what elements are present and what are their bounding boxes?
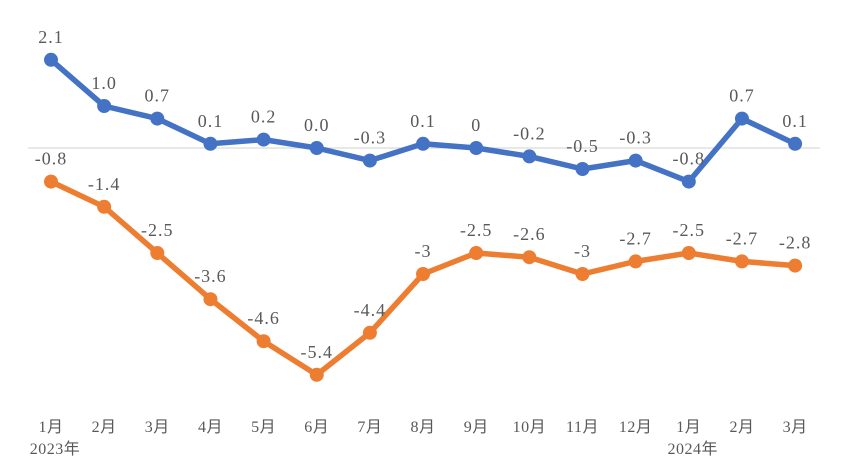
x-axis-label: 4月 xyxy=(198,419,223,436)
blue-series-point xyxy=(416,136,431,151)
blue-series-data-label: -0.3 xyxy=(354,128,387,148)
blue-series-data-label: 2.1 xyxy=(38,27,64,47)
blue-series-data-label: 0.2 xyxy=(251,107,277,127)
blue-series-point xyxy=(362,153,377,168)
blue-series-data-label: 0.7 xyxy=(729,86,755,106)
blue-series-data-label: -0.8 xyxy=(673,149,706,169)
blue-series-point xyxy=(203,136,218,151)
orange-series-point xyxy=(469,246,484,260)
orange-series-point xyxy=(150,246,165,260)
orange-series-point xyxy=(681,246,696,260)
blue-series-data-label: -0.5 xyxy=(566,136,599,156)
orange-series-point xyxy=(362,325,377,340)
blue-series-data-label: 0.1 xyxy=(198,111,224,131)
x-axis-year-label: 2023年 xyxy=(30,440,81,458)
orange-series-data-label: -0.8 xyxy=(35,149,68,169)
x-axis-label: 3月 xyxy=(783,419,808,436)
orange-series-data-label: -1.4 xyxy=(88,174,121,194)
orange-series-point xyxy=(44,174,58,189)
blue-series-point xyxy=(97,99,112,113)
x-axis-label: 11月 xyxy=(566,419,599,436)
orange-series-data-label: -2.7 xyxy=(726,228,759,248)
orange-series-data-label: -4.4 xyxy=(354,300,387,320)
blue-series-point xyxy=(150,111,165,126)
orange-series-point xyxy=(256,334,271,349)
x-axis-label: 5月 xyxy=(251,419,276,436)
orange-series-point xyxy=(734,254,749,269)
blue-series-data-label: 0.1 xyxy=(782,111,808,131)
x-axis-label: 9月 xyxy=(464,419,489,436)
orange-series-point xyxy=(575,267,590,281)
orange-series-data-label: -2.6 xyxy=(513,224,546,244)
blue-series-point xyxy=(522,149,537,164)
blue-series-point xyxy=(788,136,803,151)
blue-series-data-label: 0.0 xyxy=(304,115,330,135)
blue-series-data-label: 1.0 xyxy=(91,73,117,93)
x-axis-year-label: 2024年 xyxy=(668,440,719,458)
orange-series-data-label: -2.5 xyxy=(141,220,174,240)
x-axis-label: 6月 xyxy=(304,419,329,436)
x-axis-label: 1月 xyxy=(676,419,701,436)
blue-series-data-label: -0.3 xyxy=(619,128,652,148)
orange-series-point xyxy=(416,267,431,281)
x-axis-label: 1月 xyxy=(38,419,63,436)
x-axis-label: 2月 xyxy=(729,419,754,436)
blue-series-point xyxy=(628,153,643,168)
blue-series-point xyxy=(309,141,324,155)
orange-series-data-label: -4.6 xyxy=(247,308,280,328)
blue-series-data-label: -0.2 xyxy=(513,123,546,143)
x-axis-label: 12月 xyxy=(619,419,653,436)
orange-series-data-label: -2.5 xyxy=(460,220,493,240)
blue-series-data-label: 0.7 xyxy=(145,86,171,106)
orange-series-point xyxy=(97,199,112,214)
blue-series-point xyxy=(256,132,271,147)
blue-series-point xyxy=(681,174,696,189)
orange-series-point xyxy=(203,292,218,307)
orange-series-data-label: -2.8 xyxy=(779,233,812,253)
blue-series-point xyxy=(44,52,58,67)
blue-series-point xyxy=(575,162,590,176)
x-axis-label: 2月 xyxy=(92,419,117,436)
blue-series-data-label: 0.1 xyxy=(410,111,436,131)
orange-series-data-label: -5.4 xyxy=(301,342,334,362)
orange-series-data-label: -2.7 xyxy=(619,228,652,248)
blue-series-point xyxy=(734,111,749,126)
orange-series-data-label: -3.6 xyxy=(194,266,227,286)
orange-series-data-label: -2.5 xyxy=(673,220,706,240)
x-axis-label: 3月 xyxy=(145,419,170,436)
orange-series-point xyxy=(522,250,537,265)
x-axis-label: 8月 xyxy=(411,419,436,436)
blue-series-point xyxy=(469,141,484,155)
orange-series-data-label: -3 xyxy=(574,241,591,261)
orange-series-point xyxy=(309,367,324,382)
orange-series-data-label: -3 xyxy=(415,241,432,261)
orange-series-point xyxy=(788,258,803,273)
x-axis-label: 10月 xyxy=(513,419,547,436)
orange-series-point xyxy=(628,254,643,269)
blue-series-data-label: 0 xyxy=(471,115,481,135)
x-axis-label: 7月 xyxy=(357,419,382,436)
